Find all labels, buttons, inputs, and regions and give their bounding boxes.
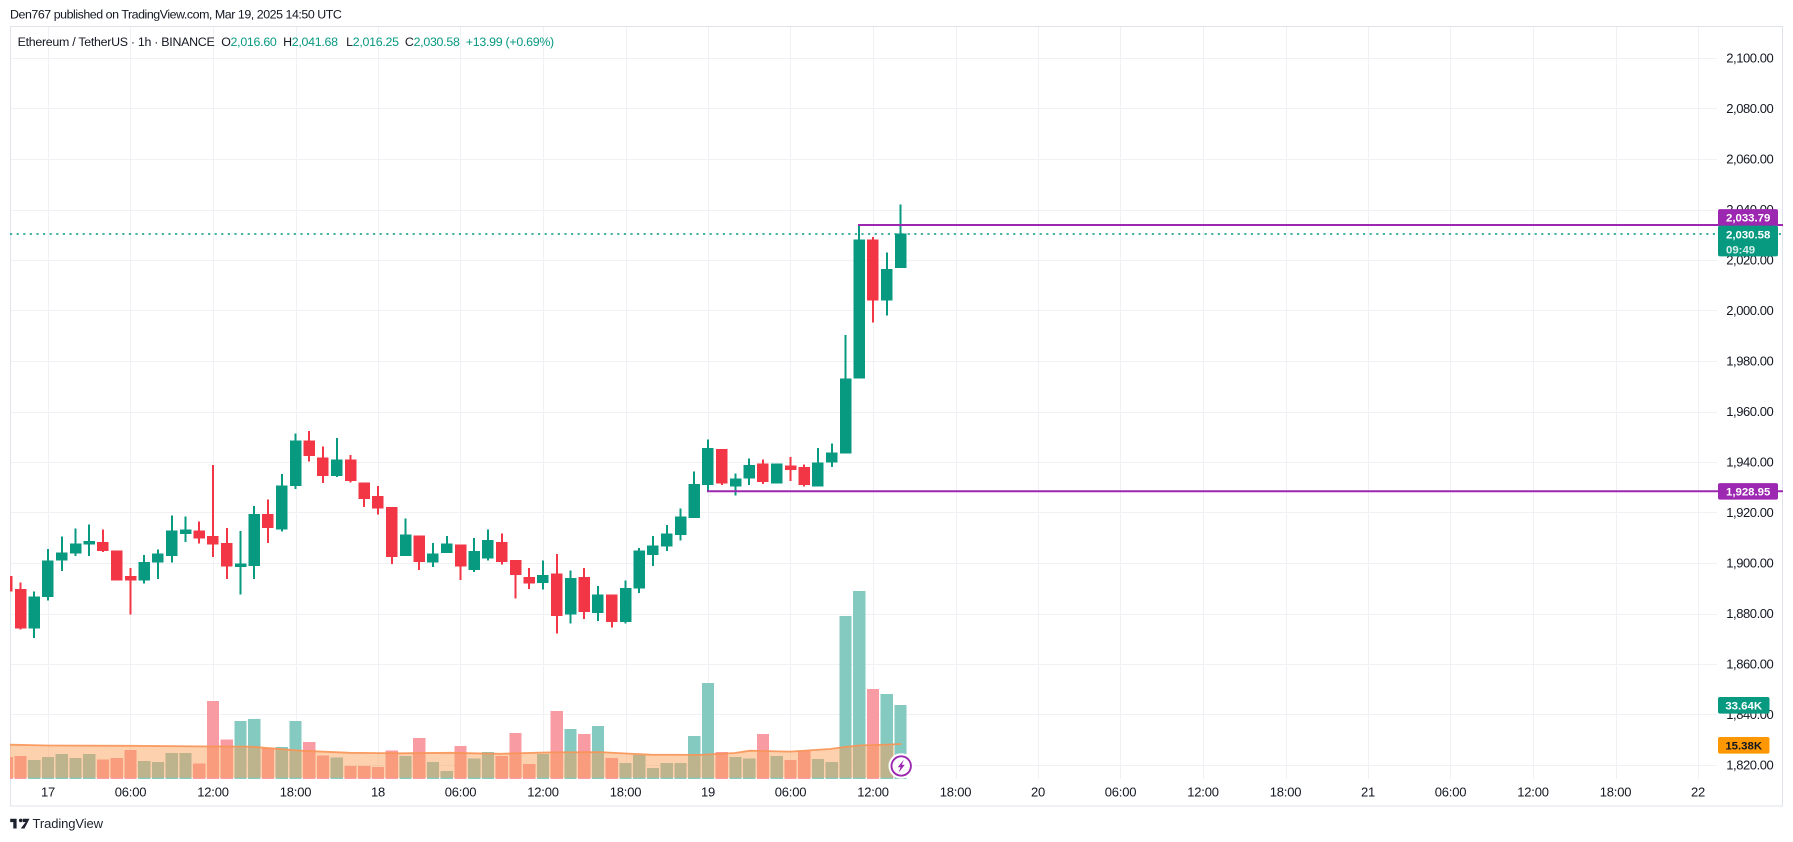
svg-text:1,820.00: 1,820.00: [1726, 758, 1773, 773]
svg-text:O2,016.60: O2,016.60: [221, 35, 277, 49]
svg-text:1,960.00: 1,960.00: [1726, 404, 1773, 419]
svg-text:18:00: 18:00: [1270, 784, 1302, 799]
svg-text:19: 19: [701, 784, 715, 799]
svg-text:12:00: 12:00: [527, 784, 559, 799]
svg-text:Ethereum / TetherUS · 1h · BIN: Ethereum / TetherUS · 1h · BINANCE: [18, 35, 215, 49]
svg-text:+13.99 (+0.69%): +13.99 (+0.69%): [466, 35, 554, 49]
svg-text:12:00: 12:00: [1187, 784, 1219, 799]
svg-text:1,920.00: 1,920.00: [1726, 505, 1773, 520]
svg-text:TradingView: TradingView: [33, 816, 104, 831]
svg-text:1,880.00: 1,880.00: [1726, 606, 1773, 621]
svg-text:12:00: 12:00: [1517, 784, 1549, 799]
svg-text:C2,030.58: C2,030.58: [405, 35, 460, 49]
svg-text:06:00: 06:00: [115, 784, 147, 799]
svg-text:2,000.00: 2,000.00: [1726, 303, 1773, 318]
svg-text:1,980.00: 1,980.00: [1726, 354, 1773, 369]
svg-text:06:00: 06:00: [775, 784, 807, 799]
svg-text:18: 18: [371, 784, 385, 799]
svg-text:1,940.00: 1,940.00: [1726, 455, 1773, 470]
svg-text:17: 17: [41, 784, 55, 799]
svg-text:2,100.00: 2,100.00: [1726, 51, 1773, 66]
svg-text:2,060.00: 2,060.00: [1726, 152, 1773, 167]
svg-text:20: 20: [1031, 784, 1045, 799]
svg-text:2,030.58: 2,030.58: [1726, 229, 1770, 241]
svg-text:L2,016.25: L2,016.25: [346, 35, 399, 49]
svg-text:Den767 published on TradingVie: Den767 published on TradingView.com, Mar…: [10, 8, 342, 22]
svg-text:18:00: 18:00: [940, 784, 972, 799]
svg-text:18:00: 18:00: [280, 784, 312, 799]
svg-text:12:00: 12:00: [197, 784, 229, 799]
svg-text:15.38K: 15.38K: [1725, 741, 1763, 753]
svg-text:12:00: 12:00: [857, 784, 889, 799]
svg-text:18:00: 18:00: [610, 784, 642, 799]
svg-text:1,928.95: 1,928.95: [1726, 487, 1771, 499]
svg-text:1,860.00: 1,860.00: [1726, 657, 1773, 672]
svg-text:1,900.00: 1,900.00: [1726, 556, 1773, 571]
svg-text:06:00: 06:00: [445, 784, 477, 799]
svg-text:06:00: 06:00: [1435, 784, 1467, 799]
svg-text:2,033.79: 2,033.79: [1726, 212, 1770, 224]
svg-text:H2,041.68: H2,041.68: [283, 35, 338, 49]
svg-text:09:49: 09:49: [1726, 244, 1755, 256]
svg-text:22: 22: [1691, 784, 1705, 799]
svg-text:2,080.00: 2,080.00: [1726, 101, 1773, 116]
svg-text:06:00: 06:00: [1105, 784, 1137, 799]
svg-text:21: 21: [1361, 784, 1375, 799]
svg-text:18:00: 18:00: [1600, 784, 1632, 799]
svg-text:33.64K: 33.64K: [1725, 701, 1763, 713]
